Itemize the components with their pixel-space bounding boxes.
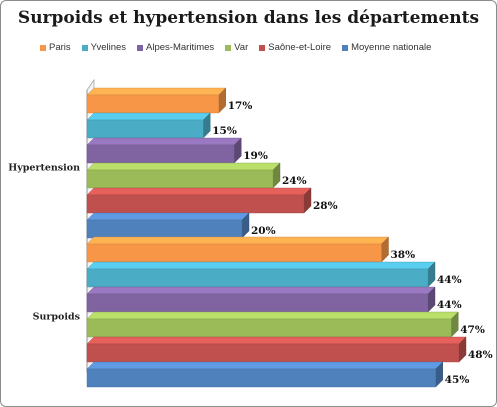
- legend-label: Var: [234, 42, 249, 53]
- legend-swatch: [342, 44, 349, 51]
- data-label-surpoids-yvelines: 44%: [437, 274, 462, 286]
- legend-label: Alpes-Maritimes: [146, 42, 215, 53]
- data-label-hypertension-yvelines: 15%: [212, 125, 237, 137]
- data-label-hypertension-saone-et-loire: 28%: [313, 200, 338, 212]
- legend-label: Saône-et-Loire: [268, 42, 332, 53]
- legend-item-moyenne-nationale: Moyenne nationale: [342, 42, 431, 53]
- bar-surpoids-alpes-maritimes: [86, 286, 436, 313]
- category-label-surpoids: Surpoids: [33, 312, 80, 323]
- legend-item-var: Var: [225, 42, 248, 53]
- bar-hypertension-moyenne-nationale: [86, 212, 250, 239]
- data-label-hypertension-moyenne-nationale: 20%: [251, 225, 276, 237]
- bar-hypertension-yvelines: [86, 112, 211, 139]
- legend-swatch: [40, 44, 46, 51]
- legend-swatch: [81, 44, 88, 51]
- data-label-surpoids-saone-et-loire: 48%: [468, 349, 493, 361]
- legend-item-paris: Paris: [40, 42, 71, 53]
- bar-surpoids-yvelines: [86, 261, 436, 288]
- data-label-surpoids-moyenne-nationale: 45%: [445, 374, 470, 386]
- data-label-hypertension-alpes-maritimes: 19%: [243, 150, 268, 162]
- chart-title: Surpoids et hypertension dans les départ…: [17, 8, 480, 28]
- bar-hypertension-paris: [86, 87, 227, 114]
- data-label-surpoids-paris: 38%: [391, 249, 416, 261]
- legend-item-saone-et-loire: Saône-et-Loire: [259, 42, 331, 53]
- legend-swatch: [225, 44, 232, 51]
- bar-hypertension-var: [86, 162, 281, 189]
- legend-label: Paris: [49, 42, 71, 53]
- data-label-surpoids-var: 47%: [460, 324, 485, 336]
- legend-item-alpes-maritimes: Alpes-Maritimes: [137, 42, 214, 53]
- bar-surpoids-moyenne-nationale: [86, 361, 444, 388]
- bar-hypertension-alpes-maritimes: [86, 137, 242, 164]
- data-label-hypertension-paris: 17%: [228, 100, 253, 112]
- legend-swatch: [259, 44, 266, 51]
- bar-surpoids-saone-et-loire: [86, 336, 467, 363]
- bar-hypertension-saone-et-loire: [86, 187, 312, 214]
- legend: Paris Yvelines Alpes-Maritimes Var Saône-et-…: [40, 42, 470, 53]
- legend-label: Moyenne nationale: [351, 42, 432, 53]
- data-label-hypertension-var: 24%: [282, 175, 307, 187]
- bar-surpoids-paris: [86, 236, 389, 263]
- legend-label: Yvelines: [90, 42, 127, 53]
- legend-swatch: [137, 44, 144, 51]
- bar-surpoids-var: [86, 311, 459, 338]
- legend-item-yvelines: Yvelines: [81, 42, 127, 53]
- category-label-hypertension: Hypertension: [8, 163, 80, 174]
- data-label-surpoids-alpes-maritimes: 44%: [437, 299, 462, 311]
